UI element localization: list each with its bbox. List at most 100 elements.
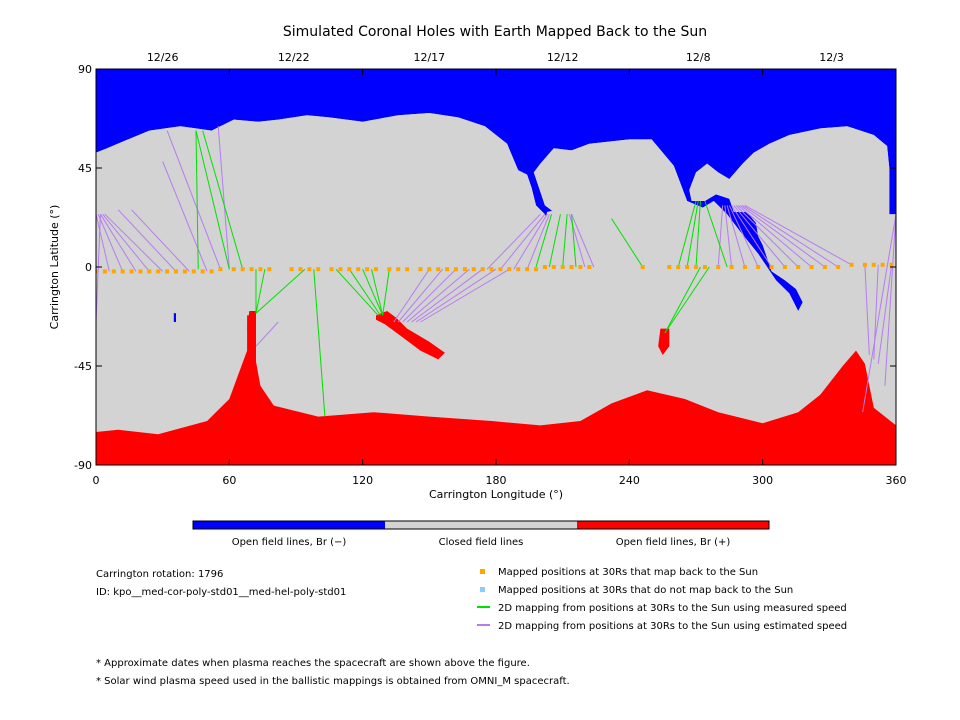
legend-swatch <box>480 569 485 574</box>
y-tick-label: 45 <box>78 162 92 175</box>
mapped-point <box>436 267 441 272</box>
mapped-point <box>96 269 98 274</box>
legend-label: 2D mapping from positions at 30Rs to the… <box>498 621 847 632</box>
mapped-point <box>569 265 574 269</box>
legend-label: Mapped positions at 30Rs that do not map… <box>498 585 793 596</box>
mapped-point <box>267 267 272 272</box>
estimated-mapping-line <box>526 214 550 270</box>
mapped-point <box>329 267 334 272</box>
mapped-point <box>200 269 205 274</box>
x-tick-label: 0 <box>93 474 100 487</box>
measured-mapping-line <box>562 214 568 268</box>
estimated-mapping-line <box>726 205 746 268</box>
measured-mapping-line <box>611 218 644 268</box>
mapped-point <box>374 267 378 272</box>
measured-mapping-line <box>548 214 561 268</box>
mapped-point <box>640 265 645 269</box>
x-tick-label: 180 <box>486 474 507 487</box>
measured-mapping-line <box>313 269 326 417</box>
region-closed-6 <box>547 275 568 294</box>
y-axis-label: Carrington Latitude (°) <box>48 205 61 330</box>
mapped-point <box>129 269 134 274</box>
mapped-point <box>507 267 512 272</box>
measured-mapping-line <box>664 266 710 334</box>
measured-mapping-line <box>371 269 384 316</box>
legend-label: 2D mapping from positions at 30Rs to the… <box>498 603 847 614</box>
estimated-mapping-line <box>104 213 164 272</box>
colorbar: Open field lines, Br (−) Closed field lin… <box>192 520 770 548</box>
mapped-point <box>218 267 223 272</box>
mapped-point <box>174 269 178 274</box>
colorbar-segment <box>385 521 577 529</box>
mapped-point <box>782 265 787 269</box>
estimated-mapping-line <box>740 204 826 268</box>
estimated-mapping-line <box>733 205 786 268</box>
mapped-point <box>578 265 583 269</box>
measured-mapping-line <box>704 200 728 268</box>
estimated-mapping-line <box>862 214 896 413</box>
mapped-point <box>347 267 352 272</box>
mapped-point <box>102 269 107 274</box>
estimated-mapping-line <box>744 204 852 266</box>
mapped-point <box>231 267 236 272</box>
mapped-point <box>338 267 343 272</box>
estimated-mapping-line <box>500 213 546 270</box>
estimated-mapping-line <box>402 268 457 323</box>
estimated-mapping-line <box>420 268 510 323</box>
measured-mapping-line <box>571 214 577 268</box>
field-regions <box>96 69 896 465</box>
colorbar-label: Closed field lines <box>439 537 524 548</box>
estimated-mapping-line <box>724 205 733 268</box>
mapped-point <box>365 267 370 272</box>
measured-mapping-line <box>695 200 701 268</box>
mapped-point <box>249 267 254 272</box>
mapped-point <box>560 265 565 269</box>
mapped-point <box>871 262 876 267</box>
region-negative-0 <box>96 69 896 311</box>
measured-mapping-line <box>255 268 306 314</box>
colorbar-frame <box>192 520 770 530</box>
x-tick-label: 120 <box>352 474 373 487</box>
mapped-point <box>289 267 294 272</box>
mapped-point <box>396 267 401 272</box>
mapped-point <box>147 269 152 274</box>
footnote-dates: * Approximate dates when plasma reaches … <box>96 658 530 669</box>
carrington-rotation: Carrington rotation: 1796 <box>96 569 223 580</box>
date-tick-label: 12/17 <box>413 51 445 64</box>
mapped-point <box>356 267 361 272</box>
colorbar-label: Open field lines, Br (−) <box>232 537 347 548</box>
mapped-point <box>471 267 476 272</box>
measured-mapping-line <box>677 200 697 268</box>
measured-mapping-line <box>195 130 230 270</box>
mapped-point <box>685 265 690 269</box>
mapped-point <box>427 267 432 272</box>
estimated-mapping-line <box>735 205 799 268</box>
mapped-point <box>498 267 503 272</box>
mapped-point <box>756 265 761 269</box>
mapped-point <box>836 265 841 269</box>
y-axis-ticks: 90 45 0 -45 -90 <box>74 63 896 472</box>
region-positive-2 <box>96 315 896 465</box>
estimated-mapping-line <box>102 213 150 272</box>
region-positive-5 <box>247 311 256 344</box>
mapped-point <box>716 265 721 269</box>
estimated-mapping-line <box>864 264 870 356</box>
estimated-mapping-line <box>217 126 230 270</box>
x-axis-label: Carrington Longitude (°) <box>429 488 563 501</box>
y-tick-label: -90 <box>74 459 92 472</box>
date-tick-label: 12/26 <box>147 51 179 64</box>
mapped-point <box>111 269 116 274</box>
mapped-point <box>551 265 556 269</box>
estimated-mapping-line <box>100 213 137 272</box>
mapped-point <box>489 267 494 272</box>
date-tick-label: 12/22 <box>278 51 310 64</box>
figure-title: Simulated Coronal Holes with Earth Mappe… <box>283 24 707 40</box>
measured-mapping-line <box>335 268 379 316</box>
mapped-point <box>307 267 312 272</box>
estimated-mapping-line <box>571 214 595 268</box>
mapped-point <box>445 267 450 272</box>
mapped-point <box>480 267 485 272</box>
estimated-mapping-line <box>96 214 101 323</box>
date-tick-label: 12/12 <box>547 51 579 64</box>
